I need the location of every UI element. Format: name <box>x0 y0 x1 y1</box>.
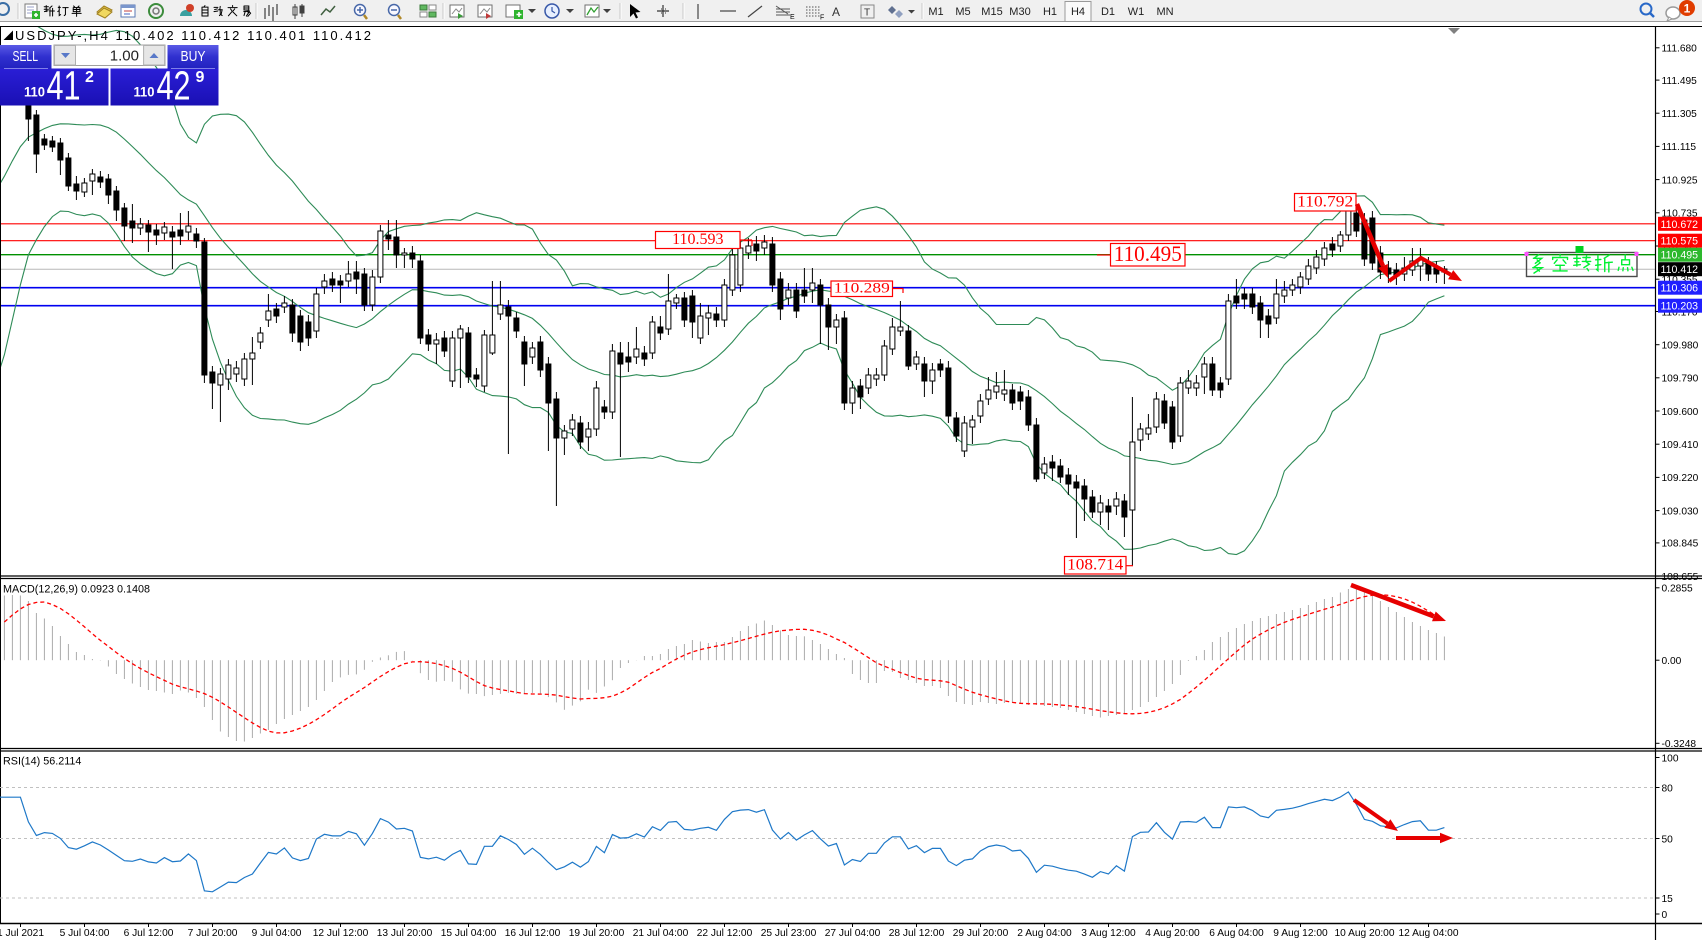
svg-text:MACD(12,26,9) 0.0923 0.1408: MACD(12,26,9) 0.0923 0.1408 <box>3 584 150 596</box>
svg-text:111.305: 111.305 <box>1662 109 1698 120</box>
svg-text:5 Jul 04:00: 5 Jul 04:00 <box>60 928 110 939</box>
svg-text:108.714: 108.714 <box>1067 556 1123 573</box>
svg-text:10 Aug 20:00: 10 Aug 20:00 <box>1334 928 1394 939</box>
svg-text:12 Aug 04:00: 12 Aug 04:00 <box>1398 928 1458 939</box>
svg-text:22 Jul 12:00: 22 Jul 12:00 <box>697 928 753 939</box>
svg-text:110.412: 110.412 <box>1661 264 1699 276</box>
svg-text:9 Jul 04:00: 9 Jul 04:00 <box>252 928 302 939</box>
svg-text:16 Jul 12:00: 16 Jul 12:00 <box>505 928 561 939</box>
svg-text:H1: H1 <box>1043 6 1057 18</box>
svg-text:110.925: 110.925 <box>1662 175 1698 186</box>
svg-text:-0.3248: -0.3248 <box>1662 739 1697 750</box>
svg-text:12 Jul 12:00: 12 Jul 12:00 <box>313 928 369 939</box>
svg-text:1.00: 1.00 <box>110 48 139 65</box>
svg-text:1 Jul 2021: 1 Jul 2021 <box>0 928 44 939</box>
svg-text:2: 2 <box>85 69 94 86</box>
svg-text:41: 41 <box>47 63 81 109</box>
svg-text:110.170: 110.170 <box>1662 307 1698 318</box>
svg-text:13 Jul 20:00: 13 Jul 20:00 <box>377 928 433 939</box>
svg-text:D1: D1 <box>1101 6 1115 18</box>
svg-text:109.220: 109.220 <box>1662 473 1699 484</box>
svg-text:21 Jul 04:00: 21 Jul 04:00 <box>633 928 689 939</box>
svg-text:110.203: 110.203 <box>1661 301 1699 313</box>
svg-text:110.735: 110.735 <box>1662 209 1698 220</box>
svg-text:A: A <box>832 5 840 19</box>
svg-text:109.030: 109.030 <box>1662 506 1699 517</box>
svg-text:M15: M15 <box>981 6 1002 18</box>
svg-text:110.593: 110.593 <box>672 231 723 248</box>
svg-text:M5: M5 <box>955 6 970 18</box>
svg-text:E: E <box>790 14 795 21</box>
svg-text:6 Aug 04:00: 6 Aug 04:00 <box>1209 928 1264 939</box>
svg-text:108.845: 108.845 <box>1662 539 1699 550</box>
svg-text:110.355: 110.355 <box>1662 275 1698 286</box>
svg-text:42: 42 <box>157 63 191 109</box>
svg-text:110.306: 110.306 <box>1661 283 1699 295</box>
svg-text:9 Aug 12:00: 9 Aug 12:00 <box>1273 928 1328 939</box>
svg-text:109.410: 109.410 <box>1662 440 1699 451</box>
svg-text:15 Jul 04:00: 15 Jul 04:00 <box>441 928 497 939</box>
svg-text:109.790: 109.790 <box>1662 374 1699 385</box>
svg-text:25 Jul 23:00: 25 Jul 23:00 <box>761 928 817 939</box>
svg-text:110.495: 110.495 <box>1114 241 1182 266</box>
svg-text:M30: M30 <box>1009 6 1030 18</box>
svg-text:110.575: 110.575 <box>1661 236 1699 248</box>
svg-text:F: F <box>820 15 824 22</box>
svg-text:110.289: 110.289 <box>834 281 890 297</box>
svg-text:110.792: 110.792 <box>1297 193 1353 210</box>
svg-text:W1: W1 <box>1128 6 1145 18</box>
svg-text:0.00: 0.00 <box>1662 656 1682 667</box>
svg-text:110: 110 <box>134 84 155 100</box>
svg-text:110.495: 110.495 <box>1661 250 1699 262</box>
svg-text:3 Aug 12:00: 3 Aug 12:00 <box>1081 928 1136 939</box>
svg-text:110: 110 <box>24 84 45 100</box>
svg-text:H4: H4 <box>1071 6 1085 18</box>
svg-text:50: 50 <box>1662 834 1674 845</box>
svg-text:109.600: 109.600 <box>1662 407 1699 418</box>
svg-text:19 Jul 20:00: 19 Jul 20:00 <box>569 928 625 939</box>
svg-text:2 Aug 04:00: 2 Aug 04:00 <box>1017 928 1072 939</box>
svg-text:29 Jul 20:00: 29 Jul 20:00 <box>953 928 1009 939</box>
svg-text:T: T <box>864 8 870 19</box>
svg-text:7 Jul 20:00: 7 Jul 20:00 <box>188 928 238 939</box>
svg-text:110.672: 110.672 <box>1661 219 1699 231</box>
svg-text:0: 0 <box>1662 910 1668 921</box>
svg-text:111.680: 111.680 <box>1662 44 1698 55</box>
svg-text:111.115: 111.115 <box>1662 142 1697 153</box>
svg-text:SELL: SELL <box>13 48 39 65</box>
svg-text:0.2855: 0.2855 <box>1662 584 1693 595</box>
svg-text:6 Jul 12:00: 6 Jul 12:00 <box>124 928 174 939</box>
svg-text:MN: MN <box>1156 6 1173 18</box>
svg-text:109.980: 109.980 <box>1662 341 1699 352</box>
svg-text:100: 100 <box>1662 753 1679 764</box>
svg-text:27 Jul 04:00: 27 Jul 04:00 <box>825 928 881 939</box>
svg-text:111.495: 111.495 <box>1662 76 1698 87</box>
svg-text:4 Aug 20:00: 4 Aug 20:00 <box>1145 928 1200 939</box>
svg-text:RSI(14) 56.2114: RSI(14) 56.2114 <box>3 756 81 768</box>
svg-text:9: 9 <box>196 69 205 86</box>
svg-text:BUY: BUY <box>181 48 206 65</box>
svg-text:108.655: 108.655 <box>1662 572 1699 583</box>
svg-text:80: 80 <box>1662 783 1674 794</box>
svg-text:28 Jul 12:00: 28 Jul 12:00 <box>889 928 945 939</box>
svg-text:15: 15 <box>1662 894 1674 905</box>
svg-text:M1: M1 <box>928 6 943 18</box>
svg-text:USDJPY-,H4 110.402 110.412 11: USDJPY-,H4 110.402 110.412 110.401 110.4… <box>15 28 371 43</box>
svg-text:1: 1 <box>1684 2 1691 16</box>
